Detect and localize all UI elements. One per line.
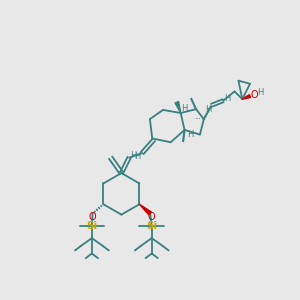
Polygon shape bbox=[242, 94, 250, 99]
Text: Si: Si bbox=[146, 221, 157, 231]
Text: H: H bbox=[130, 151, 137, 160]
Text: H: H bbox=[205, 105, 212, 114]
Polygon shape bbox=[175, 102, 181, 113]
Text: H: H bbox=[224, 94, 230, 103]
Text: H: H bbox=[134, 152, 141, 160]
Polygon shape bbox=[140, 204, 152, 215]
Text: Si: Si bbox=[86, 221, 98, 231]
Text: ...: ... bbox=[194, 114, 201, 120]
Text: H: H bbox=[258, 88, 264, 97]
Text: O: O bbox=[251, 89, 258, 100]
Text: O: O bbox=[148, 212, 155, 222]
Text: H: H bbox=[187, 130, 193, 139]
Text: H: H bbox=[182, 104, 188, 113]
Text: O: O bbox=[88, 212, 96, 222]
